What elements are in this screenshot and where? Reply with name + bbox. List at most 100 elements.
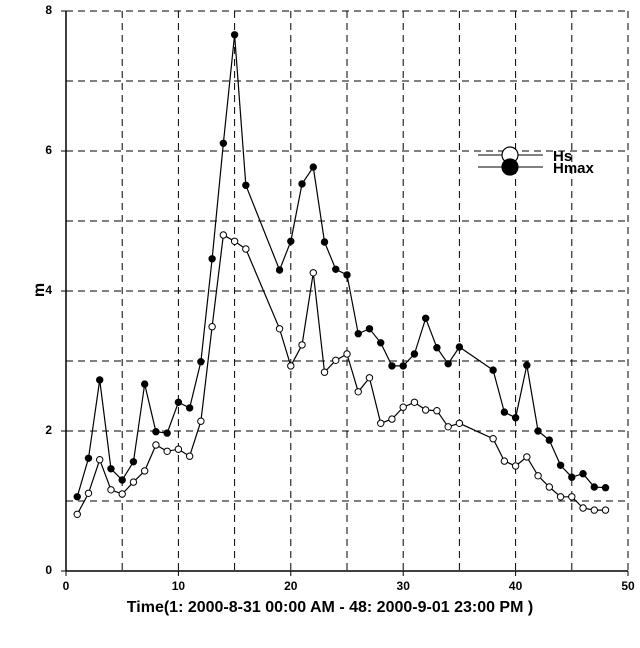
data-point [579,470,587,478]
data-point [421,406,430,414]
data-point [84,454,93,462]
data-point [343,271,351,279]
data-point [107,486,115,494]
data-point [410,350,419,358]
data-point [309,269,317,277]
data-point [444,360,452,368]
data-point [601,484,610,492]
data-point [242,245,250,253]
y-tick-label: 0 [45,563,52,577]
data-point [534,427,542,435]
series-line [76,234,606,515]
data-point [140,380,149,388]
data-point [287,362,295,370]
data-point [377,419,385,427]
x-axis-label: Time(1: 2000-8-31 00:00 AM - 48: 2000-9-… [127,599,533,616]
data-point [208,255,216,263]
data-point [354,388,362,396]
data-point [377,339,385,347]
data-point [73,493,81,501]
data-point [107,465,115,473]
data-point [219,231,228,239]
data-point [174,445,183,453]
data-point [343,350,351,358]
data-point [320,368,329,376]
data-point [534,472,542,480]
data-point [275,266,284,274]
data-point [298,341,306,349]
data-point [96,456,104,464]
x-tick-label: 20 [284,579,298,593]
data-point [511,462,520,470]
data-point [332,356,340,364]
data-point [118,476,126,484]
data-point [556,461,565,469]
data-point [421,314,430,322]
data-point [590,506,598,514]
data-point [140,467,149,475]
data-point [444,423,452,431]
data-point [242,181,250,190]
legend-label: Hs [553,148,572,165]
y-tick-label: 8 [45,3,52,17]
data-point [320,238,329,246]
data-point [399,403,407,411]
data-point [185,452,194,460]
data-point [208,323,216,331]
data-point [410,398,419,406]
data-point [185,404,194,412]
data-point [489,366,497,374]
data-point [365,374,374,382]
data-point [568,473,576,481]
data-point [500,457,509,465]
y-tick-label: 4 [45,283,52,297]
legend-label: Hmax [553,160,595,177]
y-axis-label: m [31,283,48,297]
data-point [579,504,587,512]
data-point [174,398,183,406]
data-point [523,361,531,369]
data-point [84,489,93,497]
data-point [601,506,610,514]
data-point [500,408,509,416]
series-line [76,34,606,497]
data-point [489,435,497,443]
data-point [523,453,531,461]
x-tick-label: 10 [172,579,186,593]
data-point [365,325,374,333]
data-point [230,31,239,39]
data-point [219,139,228,148]
data-point [399,362,407,370]
data-point [545,483,554,491]
data-point [230,237,239,246]
data-point [275,325,284,333]
y-tick-label: 6 [45,143,52,157]
data-point [152,428,160,436]
x-tick-label: 30 [397,579,411,593]
data-point [511,414,520,422]
data-point [309,163,317,171]
data-point [455,343,464,351]
data-point [388,415,396,423]
y-tick-label: 2 [45,423,52,437]
data-point [197,417,205,425]
data-point [568,493,576,501]
x-tick-label: 0 [63,579,70,593]
data-point [152,441,160,449]
data-point [73,510,81,518]
data-point [197,358,205,366]
data-point [163,447,171,455]
data-point [545,436,554,444]
data-point [96,376,104,384]
data-point [433,344,441,352]
x-tick-label: 40 [509,579,523,593]
data-point [354,330,362,338]
data-point [590,483,598,491]
data-point [129,478,138,486]
data-point [298,180,306,188]
data-point [332,265,340,273]
data-point [388,362,396,370]
x-tick-label: 50 [621,579,635,593]
data-point [455,419,464,427]
